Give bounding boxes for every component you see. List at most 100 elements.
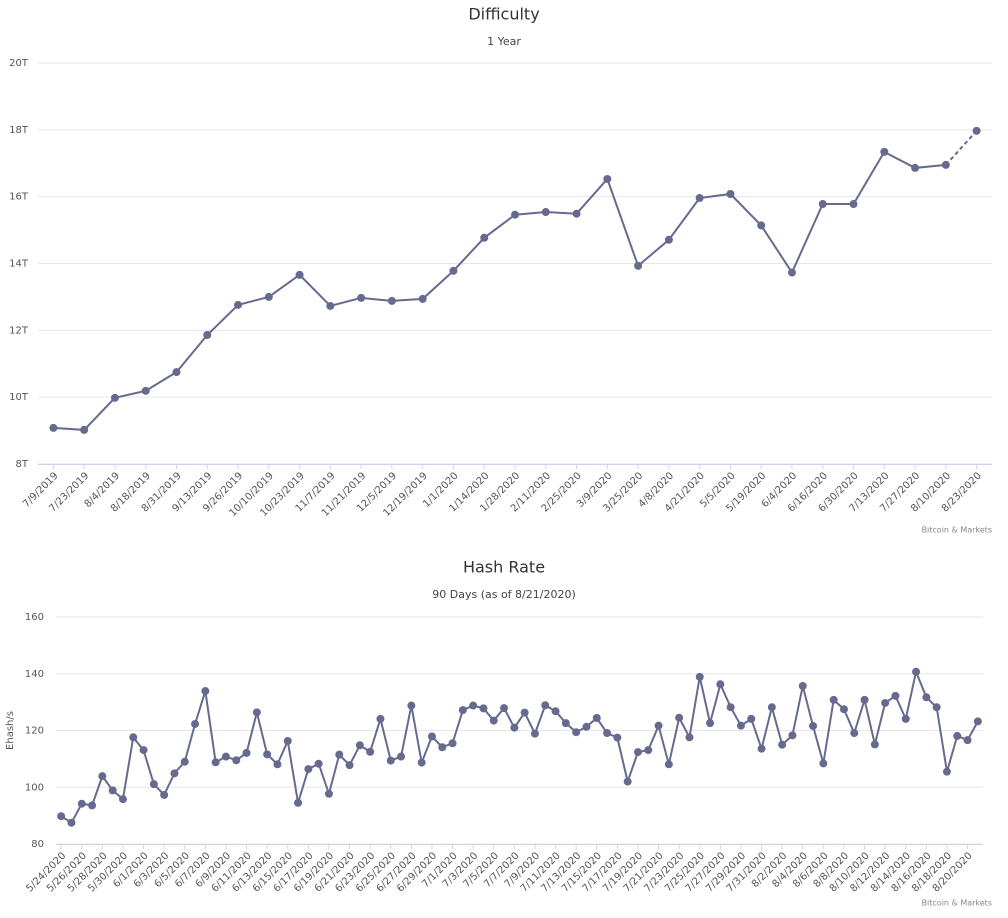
point (695, 672, 704, 681)
point (77, 799, 86, 808)
point (530, 729, 539, 738)
point (458, 706, 467, 715)
point (139, 746, 148, 755)
point (67, 818, 76, 827)
y-tick-label: 100 (25, 782, 44, 793)
point (242, 748, 251, 757)
point (355, 741, 364, 750)
series-line (60, 668, 979, 825)
point (973, 717, 982, 726)
point (180, 757, 189, 766)
y-tick-label: 8T (16, 459, 29, 470)
point (489, 716, 498, 725)
point (88, 801, 97, 810)
point (644, 746, 653, 755)
chart-title: Hash Rate (463, 558, 545, 577)
point (572, 728, 581, 737)
point (427, 732, 436, 741)
point (953, 731, 962, 740)
point (304, 765, 313, 774)
y-axis-label: Ehash/s (5, 711, 16, 750)
point (881, 698, 890, 707)
point (726, 189, 735, 198)
point (757, 221, 766, 230)
point (201, 687, 210, 696)
point (263, 750, 272, 759)
point (326, 301, 335, 310)
point (57, 812, 66, 821)
chart-title: Difficulty (468, 5, 539, 24)
point (972, 126, 981, 135)
point (603, 174, 612, 183)
y-tick-label: 16T (9, 192, 29, 203)
y-tick-label: 12T (9, 325, 29, 336)
point (314, 759, 323, 768)
projected-line (945, 130, 978, 166)
point (829, 695, 838, 704)
point (787, 268, 796, 277)
point (480, 233, 489, 242)
point (582, 722, 591, 731)
point (80, 425, 89, 434)
point (963, 736, 972, 745)
point (295, 270, 304, 279)
point (736, 721, 745, 730)
y-tick-label: 18T (9, 125, 29, 136)
point (891, 691, 900, 700)
series-line (53, 150, 946, 431)
point (376, 714, 385, 723)
point (203, 331, 212, 340)
point (479, 704, 488, 713)
point (870, 740, 879, 749)
point (654, 721, 663, 730)
y-tick-label: 120 (25, 726, 44, 737)
point (747, 714, 756, 723)
point (294, 798, 303, 807)
point (283, 736, 292, 745)
point (541, 701, 550, 710)
point (510, 723, 519, 732)
point (191, 719, 200, 728)
point (324, 789, 333, 798)
point (357, 293, 366, 302)
point (922, 693, 931, 702)
point (221, 752, 230, 761)
point (345, 761, 354, 770)
point (170, 769, 179, 778)
chart-subtitle: 90 Days (as of 8/21/2020) (432, 588, 576, 601)
point (387, 296, 396, 305)
point (366, 747, 375, 756)
point (839, 705, 848, 714)
point (633, 748, 642, 757)
point (118, 795, 127, 804)
point (520, 708, 529, 717)
point (500, 704, 509, 713)
point (469, 701, 478, 710)
point (407, 701, 416, 710)
point (551, 707, 560, 716)
point (160, 790, 169, 799)
point (849, 200, 858, 209)
point (418, 294, 427, 303)
point (664, 235, 673, 244)
point (623, 777, 632, 786)
point (449, 266, 458, 275)
point (675, 713, 684, 722)
point (572, 209, 581, 218)
point (438, 743, 447, 752)
point (685, 733, 694, 742)
point (511, 210, 519, 219)
point (942, 767, 951, 776)
y-tick-label: 10T (9, 392, 29, 403)
credit: Bitcoin & Markets (922, 899, 992, 908)
point (397, 752, 406, 761)
point (252, 708, 261, 717)
point (726, 703, 735, 712)
point (788, 731, 797, 740)
point (541, 208, 550, 217)
point (941, 160, 950, 169)
point (172, 368, 181, 377)
point (819, 759, 828, 768)
point (818, 200, 827, 209)
point (264, 292, 273, 301)
